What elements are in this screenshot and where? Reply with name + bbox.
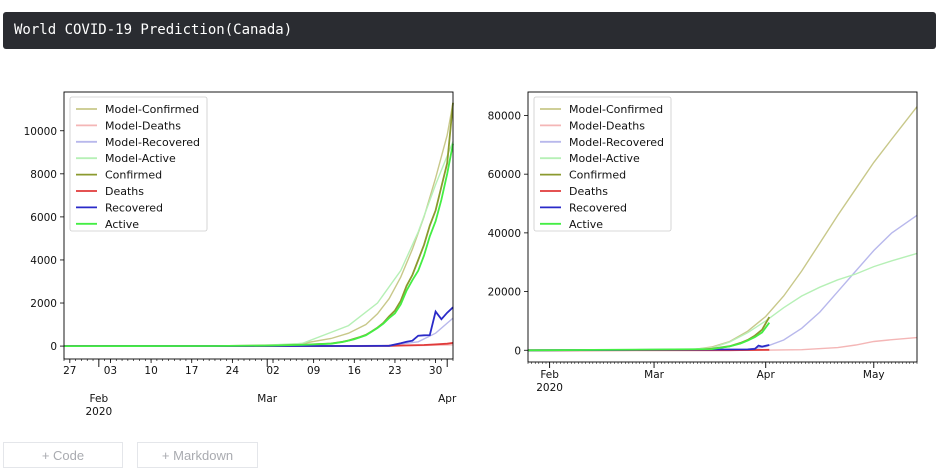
x-year-label: 2020 — [536, 382, 563, 394]
plot-frame — [63, 91, 454, 360]
legend-label: Deaths — [105, 185, 144, 198]
x-year-label: 2020 — [85, 406, 112, 418]
legend-label: Model-Recovered — [569, 136, 664, 149]
x-major-label: Apr — [757, 369, 776, 381]
y-tick-label: 4000 — [30, 255, 57, 267]
legend: Model-Confirmed Model-Deaths Model-Recover… — [533, 96, 672, 232]
y-tick-label: 60000 — [488, 169, 521, 181]
page-title: World COVID-19 Prediction(Canada) — [14, 22, 293, 38]
line-chart-left: 0 2000 4000 6000 8000 10000 27 03 10 17 24 02 09 16 23… — [24, 91, 457, 418]
add-markdown-button[interactable]: + Markdown — [137, 442, 258, 468]
y-tick-label: 6000 — [30, 212, 57, 224]
chart-canada-recent: 0 2000 4000 6000 8000 10000 27 03 10 17 24 02 09 16 23… — [22, 88, 462, 428]
add-code-button[interactable]: + Code — [3, 442, 123, 468]
x-tick-label: 30 — [429, 365, 442, 377]
y-tick-label: 2000 — [30, 298, 57, 310]
series-line-recovered — [63, 306, 454, 348]
legend-box — [533, 96, 672, 232]
x-major-label: Apr — [438, 393, 457, 405]
y-tick-label: 10000 — [24, 126, 57, 138]
series-line-model-active — [528, 252, 918, 351]
x-tick-label: 16 — [348, 365, 362, 377]
legend-label: Model-Confirmed — [105, 103, 199, 116]
legend-label: Model-Deaths — [105, 119, 181, 132]
legend: Model-Confirmed Model-Deaths Model-Recover… — [69, 96, 208, 232]
series-line-model-active — [243, 141, 454, 347]
x-tick-label: 09 — [307, 365, 320, 377]
y-tick-label: 0 — [50, 341, 57, 353]
y-tick-label: 0 — [514, 345, 521, 357]
x-major-label: Feb — [540, 369, 559, 381]
x-tick-label: 03 — [104, 365, 117, 377]
legend-label: Active — [105, 218, 139, 231]
series-line-active — [527, 322, 771, 352]
x-tick-label: 10 — [144, 365, 157, 377]
legend-box — [69, 96, 208, 232]
x-major-label: Feb — [90, 393, 109, 405]
legend-label: Model-Active — [105, 152, 176, 165]
x-tick-label: 02 — [266, 365, 279, 377]
x-major-label: Mar — [257, 393, 277, 405]
series-line-recovered — [527, 344, 770, 352]
legend-label: Model-Recovered — [105, 136, 200, 149]
x-tick-label: 17 — [185, 365, 198, 377]
x-tick-label: 23 — [388, 365, 401, 377]
x-tick-label: 24 — [226, 365, 240, 377]
cell-output-header: World COVID-19 Prediction(Canada) — [3, 12, 936, 49]
legend-label: Model-Confirmed — [569, 103, 663, 116]
x-major-label: Mar — [644, 369, 664, 381]
legend-label: Confirmed — [569, 169, 626, 182]
legend-label: Model-Active — [569, 152, 640, 165]
series-line-active — [63, 143, 454, 348]
series-line-model-recovered — [528, 214, 918, 351]
series-line-model-confirmed — [243, 102, 454, 347]
legend-label: Active — [569, 218, 603, 231]
legend-label: Deaths — [569, 185, 608, 198]
chart-canada-forecast: 0 20000 40000 60000 80000 Feb 2020 Mar Apr May Mod… — [470, 88, 930, 398]
y-tick-label: 80000 — [488, 110, 521, 122]
y-tick-label: 40000 — [488, 228, 521, 240]
legend-label: Model-Deaths — [569, 119, 645, 132]
x-tick-label: 27 — [63, 365, 76, 377]
legend-label: Recovered — [105, 201, 163, 214]
legend-label: Confirmed — [105, 169, 162, 182]
x-major-label: May — [863, 369, 885, 381]
y-tick-label: 8000 — [30, 169, 57, 181]
legend-label: Recovered — [569, 201, 627, 214]
y-tick-label: 20000 — [488, 287, 521, 299]
